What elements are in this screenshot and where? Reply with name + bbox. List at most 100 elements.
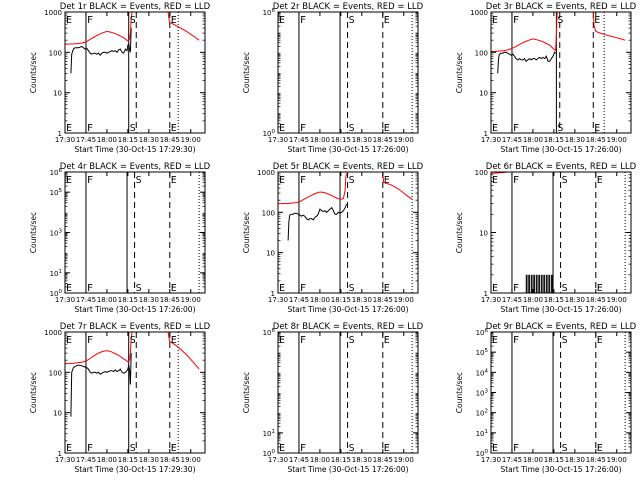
series-events-line (70, 353, 132, 417)
marker-label: E (66, 15, 72, 26)
marker-label: S (349, 443, 355, 454)
marker-label: S (557, 123, 563, 134)
y-tick-label: 102 (476, 409, 488, 418)
x-tick-label: 17:45 (289, 136, 309, 144)
marker-label: S (349, 123, 355, 134)
x-tick-label: 17:30 (268, 296, 288, 304)
series-lld-line (491, 12, 558, 52)
x-tick-label: 18:15 (118, 296, 138, 304)
x-tick-label: 18:30 (352, 456, 372, 464)
y-tick-label: 10 (53, 90, 62, 98)
x-tick-label: 18:45 (160, 296, 180, 304)
y-tick-label: 104 (476, 368, 489, 377)
x-tick-label: 17:45 (289, 456, 309, 464)
marker-label: S (130, 335, 136, 346)
x-tick-label: 18:15 (118, 456, 138, 464)
y-tick-label: 10 (53, 410, 62, 418)
series-lld-line (167, 12, 200, 41)
marker-label: F (87, 123, 93, 134)
x-axis-label: Start Time (30-Oct-15 17:29:30) (74, 465, 195, 474)
y-tick-label: 100 (476, 449, 489, 458)
panel-title: Det 5r BLACK = Events, RED = LLD (273, 162, 424, 172)
panel-det-4: Det 4r BLACK = Events, RED = LLD E E F F S S E E… (29, 162, 211, 314)
x-tick-label: 19:00 (394, 136, 414, 144)
x-tick-label: 18:15 (331, 136, 351, 144)
y-tick-label: 106 (50, 168, 63, 177)
marker-label: F (513, 175, 519, 186)
panel-det-3: Det 3r BLACK = Events, RED = LLD E E F F S S E E… (455, 2, 637, 154)
x-tick-label: 17:45 (289, 296, 309, 304)
panel-title: Det 3r BLACK = Events, RED = LLD (486, 2, 637, 12)
marker-label: F (87, 15, 93, 26)
marker-label: E (597, 335, 603, 346)
marker-label: E (384, 335, 390, 346)
panel-title: Det 7r BLACK = Events, RED = LLD (60, 322, 211, 332)
panel-det-7: Det 7r BLACK = Events, RED = LLD E E F F S S E E… (29, 322, 211, 474)
marker-label: S (349, 15, 355, 26)
x-tick-label: 17:30 (481, 456, 501, 464)
y-tick-label: 100 (475, 169, 488, 177)
x-tick-label: 18:45 (586, 136, 606, 144)
marker-label: E (279, 15, 285, 26)
series-lld-line (382, 172, 413, 200)
series-lld-line (167, 332, 200, 370)
marker-label: E (66, 443, 72, 454)
panel-det-5: Det 5r BLACK = Events, RED = LLD E E F F S S E E… (242, 162, 424, 314)
y-tick-label: 1000 (257, 169, 275, 177)
plot-frame (64, 11, 206, 134)
x-tick-label: 18:30 (565, 296, 585, 304)
x-tick-label: 17:45 (76, 296, 96, 304)
x-axis-label: Start Time (30-Oct-15 17:29:30) (74, 145, 195, 154)
series-lld-line (592, 12, 626, 41)
plot-frame (490, 11, 632, 134)
y-axis-label: Counts/sec (455, 372, 464, 413)
x-tick-label: 18:45 (586, 296, 606, 304)
marker-label: E (492, 175, 498, 186)
marker-label: S (562, 335, 568, 346)
x-tick-label: 18:30 (139, 296, 159, 304)
y-tick-label: 106 (263, 8, 276, 17)
y-tick-label: 105 (50, 188, 63, 197)
marker-label: F (300, 443, 306, 454)
marker-label: S (130, 15, 136, 26)
x-tick-label: 18:15 (544, 136, 564, 144)
marker-label: F (300, 283, 306, 294)
x-tick-label: 18:30 (352, 296, 372, 304)
x-tick-label: 18:45 (373, 136, 393, 144)
marker-label: S (349, 283, 355, 294)
marker-label: E (492, 443, 498, 454)
marker-label: E (279, 335, 285, 346)
x-axis-label: Start Time (30-Oct-15 17:26:00) (287, 305, 408, 314)
marker-label: S (562, 175, 568, 186)
x-tick-label: 18:45 (373, 296, 393, 304)
y-axis-label: Counts/sec (455, 212, 464, 253)
x-tick-label: 19:00 (607, 136, 627, 144)
x-tick-label: 19:00 (607, 456, 627, 464)
marker-label: F (87, 175, 93, 186)
x-tick-label: 19:00 (607, 296, 627, 304)
y-tick-label: 10 (479, 230, 488, 238)
marker-label: F (513, 123, 519, 134)
x-tick-label: 17:30 (268, 136, 288, 144)
panel-det-2: Det 2r BLACK = Events, RED = LLD E E F F S S E E… (242, 2, 424, 154)
series-events-line (497, 51, 556, 74)
x-tick-label: 18:00 (523, 456, 543, 464)
marker-label: E (171, 15, 177, 26)
marker-label: E (171, 443, 177, 454)
x-axis-label: Start Time (30-Oct-15 17:26:00) (500, 305, 621, 314)
marker-label: F (300, 123, 306, 134)
x-tick-label: 18:30 (139, 456, 159, 464)
x-tick-label: 19:00 (394, 456, 414, 464)
marker-label: E (492, 335, 498, 346)
x-tick-label: 18:30 (139, 136, 159, 144)
y-tick-label: 100 (263, 449, 276, 458)
marker-label: F (513, 335, 519, 346)
y-tick-label: 1 (58, 130, 62, 138)
x-tick-label: 17:30 (268, 456, 288, 464)
x-tick-label: 17:30 (55, 136, 75, 144)
x-tick-label: 18:45 (373, 456, 393, 464)
panel-title: Det 6r BLACK = Events, RED = LLD (486, 162, 637, 172)
x-tick-label: 18:45 (586, 456, 606, 464)
x-tick-label: 19:00 (181, 136, 201, 144)
